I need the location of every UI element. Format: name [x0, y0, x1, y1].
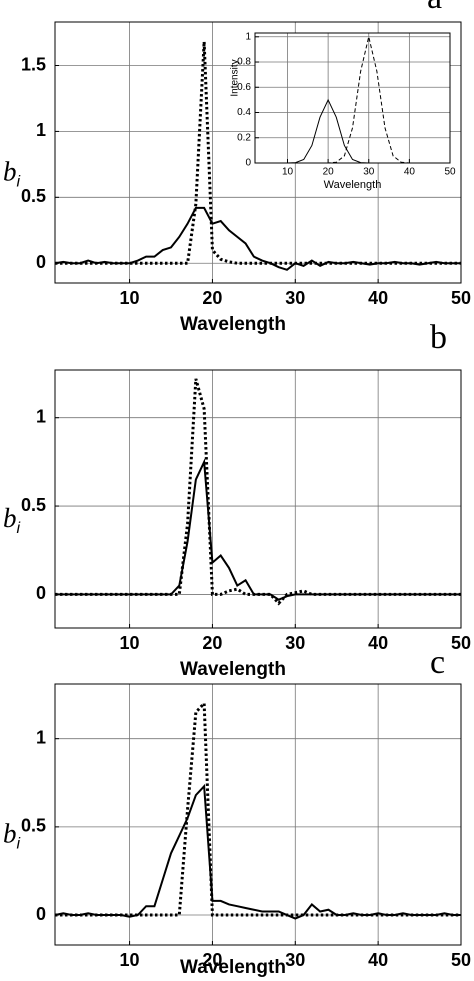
x-tick-label: 10 — [282, 167, 294, 178]
y-axis-label-subscript: i — [17, 520, 21, 537]
y-tick-label: 0 — [36, 583, 46, 603]
y-tick-label: 1 — [36, 406, 46, 426]
series-line — [55, 699, 461, 917]
y-axis-label: bi — [3, 157, 21, 191]
series-line — [255, 36, 450, 163]
plot-frame — [54, 683, 462, 946]
x-tick-label: 30 — [285, 950, 305, 970]
series-line — [55, 206, 461, 271]
x-tick-label: 40 — [368, 288, 388, 308]
x-tick-label: 50 — [451, 633, 471, 653]
y-tick-label: 0.5 — [21, 495, 46, 515]
x-tick-label: 50 — [451, 288, 471, 308]
plot-frame — [254, 32, 451, 164]
plot-frame — [54, 21, 462, 284]
y-axis-label: bi — [3, 503, 21, 537]
y-tick-label: 0.5 — [21, 816, 46, 836]
x-tick-label: 40 — [368, 950, 388, 970]
x-axis-label: Wavelength — [180, 957, 286, 978]
x-axis-label: Wavelength — [324, 179, 382, 191]
y-tick-label: 0 — [245, 158, 251, 169]
y-axis-label-main: b — [3, 157, 17, 187]
plot-area — [255, 33, 450, 163]
x-tick-label: 10 — [120, 288, 140, 308]
plot-area — [55, 370, 461, 628]
x-tick-label: 20 — [202, 950, 222, 970]
x-tick-label: 50 — [444, 167, 456, 178]
series-line — [255, 98, 450, 163]
plot-area — [55, 684, 461, 945]
y-tick-label: 0.6 — [237, 82, 251, 93]
x-tick-label: 30 — [363, 167, 375, 178]
series-line — [55, 378, 461, 606]
inset-chart: 10 20 30 40 50 0 0.2 0.4 0.6 0.8 1 Wavelength Intens… — [230, 31, 456, 190]
x-tick-label: 20 — [202, 633, 222, 653]
x-tick-label: 40 — [368, 633, 388, 653]
y-tick-label: 1.5 — [21, 54, 46, 74]
x-tick-label: 40 — [404, 167, 416, 178]
panel-label: c — [430, 644, 445, 681]
y-axis-label: Intensity — [230, 59, 241, 96]
y-tick-label: 1 — [36, 120, 46, 140]
x-axis-label: Wavelength — [180, 659, 286, 680]
chart-panel: 10 20 30 40 50 0 0.5 1 Wavelength bi c — [3, 644, 471, 978]
x-tick-label: 20 — [323, 167, 335, 178]
y-axis-label-main: b — [3, 503, 17, 533]
y-axis-label-main: b — [3, 819, 17, 849]
series-line — [55, 783, 461, 920]
y-tick-label: 0.2 — [237, 132, 251, 143]
y-tick-label: 0.5 — [21, 186, 46, 206]
x-tick-label: 10 — [120, 950, 140, 970]
y-axis-label-subscript: i — [17, 836, 21, 853]
y-tick-label: 1 — [36, 727, 46, 747]
x-tick-label: 30 — [285, 288, 305, 308]
plot-frame — [54, 369, 462, 629]
panel-label: a — [427, 0, 442, 16]
y-axis-label-subscript: i — [17, 174, 21, 191]
y-tick-label: 1 — [245, 31, 251, 42]
y-tick-label: 0 — [36, 252, 46, 272]
panel-label: b — [430, 319, 447, 356]
y-tick-label: 0 — [36, 904, 46, 924]
x-tick-label: 30 — [285, 633, 305, 653]
x-tick-label: 20 — [202, 288, 222, 308]
y-tick-label: 0.4 — [237, 107, 251, 118]
y-tick-label: 0.8 — [237, 57, 251, 68]
y-axis-label: bi — [3, 819, 21, 853]
x-tick-label: 10 — [120, 633, 140, 653]
x-axis-label: Wavelength — [180, 314, 286, 335]
x-tick-label: 50 — [451, 950, 471, 970]
